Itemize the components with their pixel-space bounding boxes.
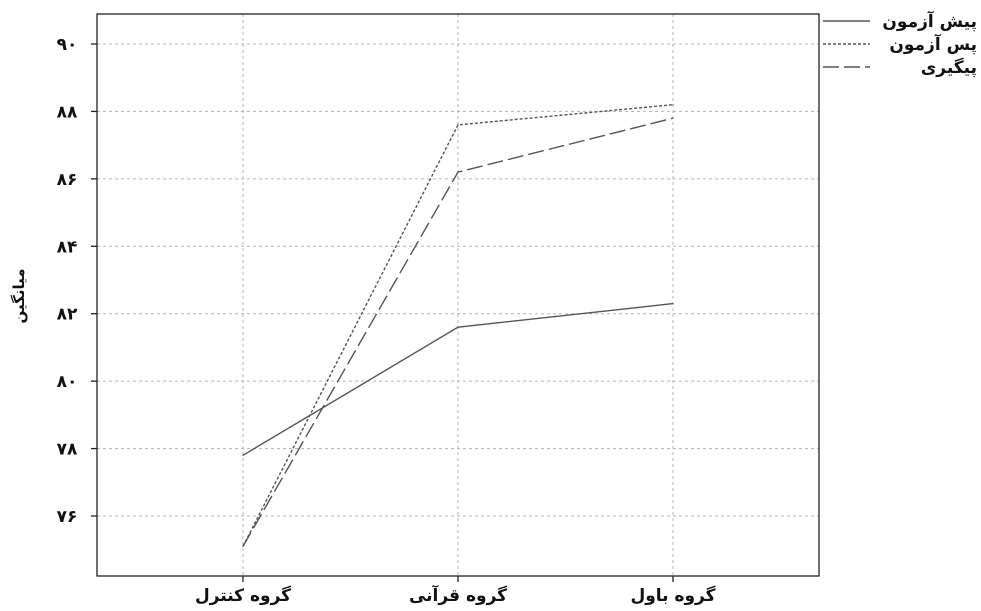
data-point xyxy=(242,454,244,456)
legend-label: پیگیری xyxy=(921,57,977,78)
y-tick-label: ۸۴ xyxy=(57,237,78,257)
y-tick-label: ۹۰ xyxy=(57,35,78,55)
y-tick-label: ۸۲ xyxy=(57,305,78,325)
x-category-label: گروه باول xyxy=(630,585,715,606)
series-lines xyxy=(242,104,674,547)
y-tick-label: ۷۶ xyxy=(57,507,78,527)
data-point xyxy=(457,124,459,126)
data-point xyxy=(672,104,674,106)
y-tick-label: ۸۶ xyxy=(57,170,78,190)
data-point xyxy=(672,117,674,119)
y-tick-label: ۷۸ xyxy=(57,440,78,460)
data-point xyxy=(457,171,459,173)
y-axis-title: میانگین xyxy=(10,268,28,323)
data-point xyxy=(457,326,459,328)
legend-label: پیش آزمون xyxy=(882,10,977,32)
data-point xyxy=(672,303,674,305)
axes: ۷۶ ۷۸ ۸۰ ۸۲ ۸۴ ۸۶ ۸۸ ۹۰ گروه کنترل گروه قرآنی گروه… xyxy=(57,35,716,606)
x-category-label: گروه کنترل xyxy=(195,585,291,606)
y-tick-label: ۸۸ xyxy=(57,102,78,122)
grid-lines xyxy=(97,14,819,576)
series-line xyxy=(242,104,674,547)
data-point xyxy=(242,545,244,547)
legend-label: پس آزمون xyxy=(889,33,977,55)
y-tick-label: ۸۰ xyxy=(57,372,78,392)
x-category-label: گروه قرآنی xyxy=(409,584,507,606)
